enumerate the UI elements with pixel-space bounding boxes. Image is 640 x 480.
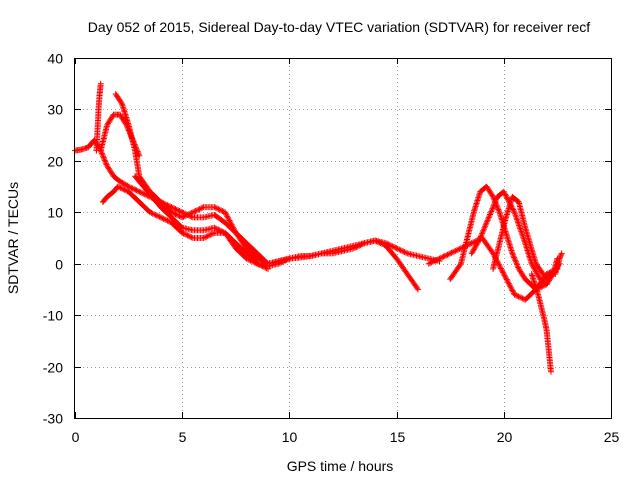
y-tick-label: 30 <box>47 102 63 118</box>
data-points-track-f <box>132 173 271 272</box>
grid <box>75 58 611 418</box>
series-track-j <box>490 193 561 283</box>
series-track-k <box>528 271 554 375</box>
x-tick-label: 0 <box>72 429 80 445</box>
data-series <box>72 80 565 375</box>
plot-frame <box>74 58 612 419</box>
series-track-e <box>99 183 293 270</box>
x-tick-label: 5 <box>179 429 187 445</box>
x-tick-label: 20 <box>497 429 513 445</box>
x-tick-label: 25 <box>604 429 620 445</box>
data-points-track-a <box>72 137 421 293</box>
series-track-f <box>132 173 271 272</box>
data-points-track-e <box>99 183 293 270</box>
y-tick-label: 40 <box>47 51 63 67</box>
data-points-track-b <box>93 80 104 154</box>
y-tick-label: 0 <box>55 257 63 273</box>
series-track-d <box>112 91 443 267</box>
data-points-track-j <box>490 193 561 283</box>
x-tick-label: 15 <box>390 429 406 445</box>
axes: 0 5 10 15 20 25 -30 -20 -10 0 10 20 30 40 <box>43 51 620 446</box>
series-track-l <box>552 250 565 277</box>
y-axis-label: SDTVAR / TECUs <box>5 182 21 294</box>
y-tick-label: 20 <box>47 154 63 170</box>
y-tick-label: 10 <box>47 205 63 221</box>
data-points-track-k <box>528 271 554 375</box>
y-tick-label: -20 <box>43 360 63 376</box>
data-points-track-i <box>468 188 550 288</box>
series-track-b <box>93 80 104 154</box>
chart-title: Day 052 of 2015, Sidereal Day-to-day VTE… <box>88 19 590 35</box>
x-tick-label: 10 <box>282 429 298 445</box>
data-points-track-l <box>552 250 565 277</box>
y-tick-label: -10 <box>43 308 63 324</box>
series-track-i <box>468 188 550 288</box>
data-points-track-d <box>112 91 443 267</box>
x-axis-label: GPS time / hours <box>287 458 394 474</box>
series-track-a <box>72 137 421 293</box>
y-tick-label: -30 <box>43 411 63 427</box>
